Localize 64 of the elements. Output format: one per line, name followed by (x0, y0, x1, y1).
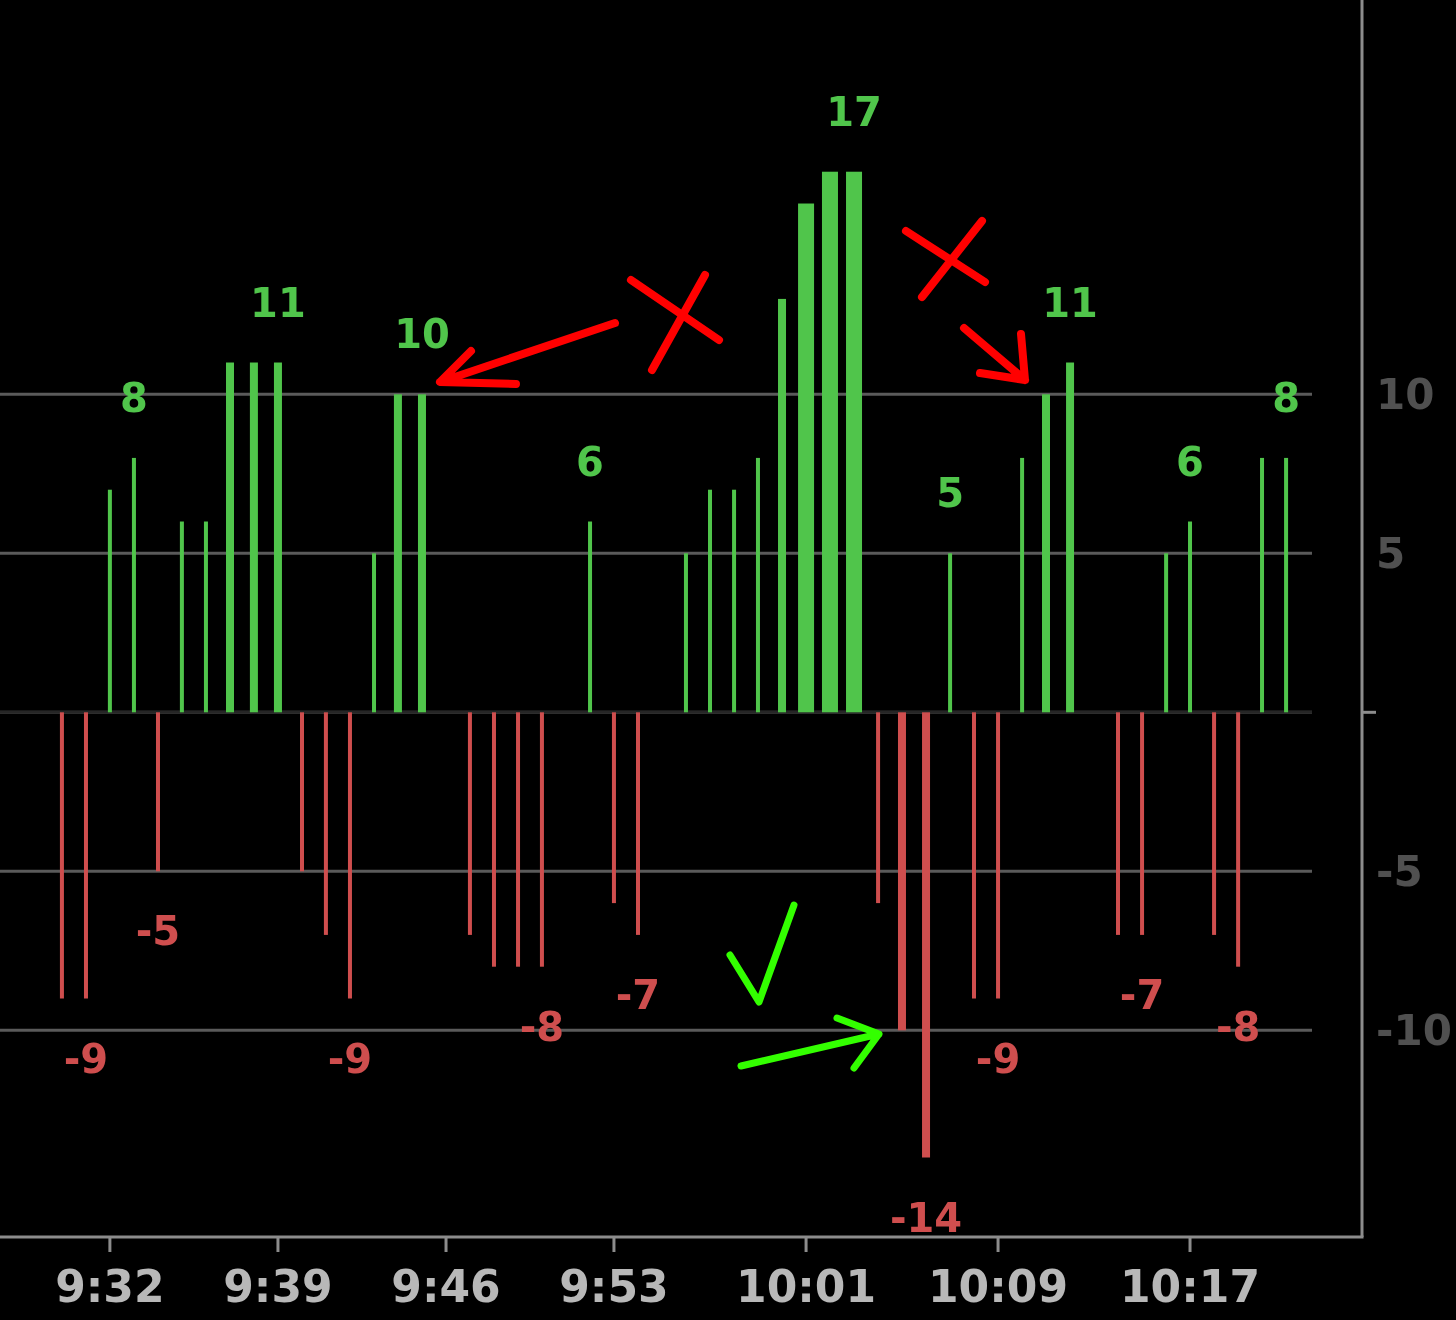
x-tick-label: 9:39 (223, 1260, 333, 1312)
bar (1140, 712, 1145, 935)
bar (876, 712, 881, 904)
y-tick-label: 10 (1376, 369, 1435, 419)
bar (1236, 712, 1241, 967)
bar (83, 712, 88, 999)
data-label: 5 (936, 470, 965, 517)
data-label: -14 (889, 1194, 963, 1241)
data-label: -7 (615, 971, 661, 1018)
data-label: -9 (63, 1035, 109, 1082)
bar (1116, 712, 1121, 935)
data-label: -8 (519, 1003, 565, 1050)
bar (107, 489, 112, 713)
data-label: -5 (135, 908, 181, 955)
x-tick-label: 10:17 (1119, 1260, 1261, 1312)
x-tick-label: 9:32 (55, 1260, 165, 1312)
bar (347, 712, 352, 999)
x-tick-label: 9:46 (391, 1260, 501, 1312)
data-label: -9 (975, 1035, 1021, 1082)
data-label: 11 (1042, 279, 1098, 326)
bar (131, 457, 136, 713)
bar (971, 712, 976, 999)
data-label: -9 (327, 1035, 373, 1082)
bar (636, 712, 640, 935)
data-label: 8 (120, 374, 148, 421)
bar (1164, 553, 1169, 713)
bar (948, 553, 953, 713)
bar (372, 553, 377, 713)
data-label: 10 (394, 311, 450, 358)
bar (516, 712, 521, 967)
data-label: 11 (250, 279, 306, 326)
x-tick-label: 10:09 (928, 1260, 1069, 1312)
bar (300, 712, 305, 872)
bar (1020, 457, 1025, 713)
data-label: 17 (826, 88, 882, 135)
bar (683, 553, 688, 713)
data-label: 8 (1272, 374, 1300, 421)
bar (155, 712, 160, 872)
bar (323, 712, 328, 935)
x-tick-label: 9:53 (559, 1260, 669, 1312)
bar (755, 457, 760, 713)
bar (467, 712, 472, 935)
data-label: -8 (1215, 1003, 1261, 1050)
bar (179, 521, 184, 713)
bar (1284, 457, 1289, 713)
bar (708, 489, 713, 713)
bar (996, 712, 1001, 999)
bar (1260, 457, 1265, 713)
bar (611, 712, 616, 904)
y-tick-label: -5 (1376, 846, 1423, 896)
bar (1212, 712, 1217, 935)
data-label: -7 (1119, 971, 1165, 1018)
bar (588, 521, 593, 713)
data-label: 6 (1176, 438, 1204, 485)
bar (59, 712, 64, 999)
bar (732, 489, 737, 713)
data-label: 6 (576, 438, 604, 485)
bar (491, 712, 496, 967)
y-tick-label: -10 (1376, 1005, 1452, 1055)
bar (1188, 521, 1193, 713)
bar (539, 712, 544, 967)
x-tick-label: 10:01 (736, 1260, 877, 1312)
y-tick-label: 5 (1376, 528, 1406, 578)
bar (203, 521, 208, 713)
